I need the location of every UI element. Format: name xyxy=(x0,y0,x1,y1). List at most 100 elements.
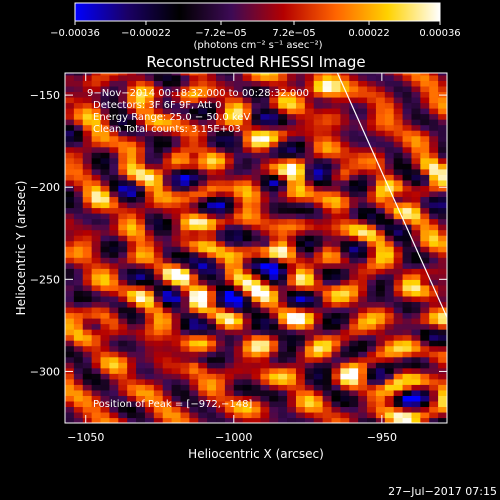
heatmap-cell xyxy=(118,417,128,423)
heatmap-cell xyxy=(393,130,404,137)
heatmap-cell xyxy=(162,185,173,192)
heatmap-cell xyxy=(216,85,226,93)
heatmap-cell xyxy=(375,323,386,330)
heatmap-cell xyxy=(189,73,199,76)
heatmap-cell xyxy=(233,367,244,374)
heatmap-cell xyxy=(269,329,279,336)
heatmap-cell xyxy=(109,108,119,115)
heatmap-cell xyxy=(136,301,146,308)
heatmap-cell xyxy=(411,190,421,198)
heatmap-cell xyxy=(402,157,413,164)
heatmap-cell xyxy=(260,323,270,330)
heatmap-cell xyxy=(171,190,182,198)
heatmap-cell xyxy=(304,251,315,258)
heatmap-cell xyxy=(402,141,413,148)
heatmap-cell xyxy=(331,168,341,175)
heatmap-cell xyxy=(269,400,279,408)
heatmap-cell xyxy=(304,417,315,423)
heatmap-cell xyxy=(136,235,146,242)
heatmap-cell xyxy=(304,240,315,247)
heatmap-cell xyxy=(322,146,333,153)
heatmap-cell xyxy=(278,168,288,175)
heatmap-cell xyxy=(411,124,421,131)
heatmap-cell xyxy=(375,91,386,98)
heatmap-cell xyxy=(100,323,111,330)
heatmap-cell xyxy=(313,417,324,423)
heatmap-cell xyxy=(411,318,421,325)
heatmap-cell xyxy=(207,152,217,159)
heatmap-cell xyxy=(216,213,226,220)
heatmap-cell xyxy=(224,85,235,93)
heatmap-cell xyxy=(153,373,164,380)
heatmap-cell xyxy=(100,340,111,347)
heatmap-cell xyxy=(216,301,226,308)
colorbar-ticks: −0.00036 −0.00022 −7.2e−05 7.2e−05 0.00022 0.… xyxy=(50,21,461,39)
heatmap-cell xyxy=(349,102,359,109)
heatmap-cell xyxy=(189,246,199,253)
heatmap-cell xyxy=(269,240,279,247)
heatmap-cell xyxy=(118,224,128,231)
heatmap-cell xyxy=(180,108,190,115)
heatmap-cell xyxy=(242,345,253,352)
heatmap-cell xyxy=(438,306,447,314)
heatmap-cell xyxy=(313,284,324,291)
heatmap-cell xyxy=(295,318,306,325)
heatmap-cell xyxy=(278,124,288,131)
heatmap-cell xyxy=(278,367,288,374)
heatmap-cell xyxy=(251,334,262,341)
heatmap-cell xyxy=(349,124,359,131)
heatmap-cell xyxy=(162,213,173,220)
heatmap-cell xyxy=(402,113,413,120)
heatmap-cell xyxy=(65,295,75,303)
heatmap-cell xyxy=(384,411,395,419)
heatmap-cell xyxy=(340,400,350,408)
heatmap-cell xyxy=(349,113,359,120)
heatmap-image xyxy=(65,73,447,423)
heatmap-cell xyxy=(340,279,350,286)
heatmap-cell xyxy=(295,362,306,369)
heatmap-cell xyxy=(278,268,288,275)
heatmap-cell xyxy=(109,196,119,203)
heatmap-cell xyxy=(118,163,128,170)
heatmap-cell xyxy=(322,185,333,192)
heatmap-cell xyxy=(82,406,93,413)
heatmap-cell xyxy=(304,102,315,109)
heatmap-cell xyxy=(251,301,262,308)
heatmap-cell xyxy=(171,113,182,120)
heatmap-cell xyxy=(65,157,75,164)
heatmap-cell xyxy=(331,362,341,369)
heatmap-cell xyxy=(340,306,350,314)
heatmap-cell xyxy=(260,262,270,269)
heatmap-cell xyxy=(358,96,368,104)
heatmap-cell xyxy=(91,201,102,209)
heatmap-cell xyxy=(411,157,421,164)
heatmap-cell xyxy=(82,141,93,148)
heatmap-cell xyxy=(269,146,279,153)
heatmap-cell xyxy=(198,334,208,341)
heatmap-cell xyxy=(82,163,93,170)
heatmap-cell xyxy=(295,113,306,120)
heatmap-cell xyxy=(127,306,137,314)
heatmap-cell xyxy=(331,268,341,275)
heatmap-cell xyxy=(304,340,315,347)
heatmap-cell xyxy=(260,141,270,148)
heatmap-cell xyxy=(127,406,137,413)
heatmap-cell xyxy=(100,384,111,391)
heatmap-cell xyxy=(304,73,315,76)
heatmap-cell xyxy=(313,312,324,319)
heatmap-cell xyxy=(295,146,306,153)
heatmap-cell xyxy=(269,301,279,308)
heatmap-cell xyxy=(358,157,368,164)
heatmap-cell xyxy=(65,152,75,159)
heatmap-cell xyxy=(304,356,315,363)
heatmap-cell xyxy=(73,262,84,269)
heatmap-cell xyxy=(144,384,155,391)
heatmap-cell xyxy=(136,85,146,93)
chart-title: Reconstructed RHESSI Image xyxy=(146,53,365,71)
heatmap-cell xyxy=(82,246,93,253)
heatmap-cell xyxy=(162,246,173,253)
heatmap-cell xyxy=(278,74,288,81)
heatmap-cell xyxy=(260,224,270,231)
heatmap-cell xyxy=(153,323,164,330)
heatmap-cell xyxy=(295,190,306,198)
